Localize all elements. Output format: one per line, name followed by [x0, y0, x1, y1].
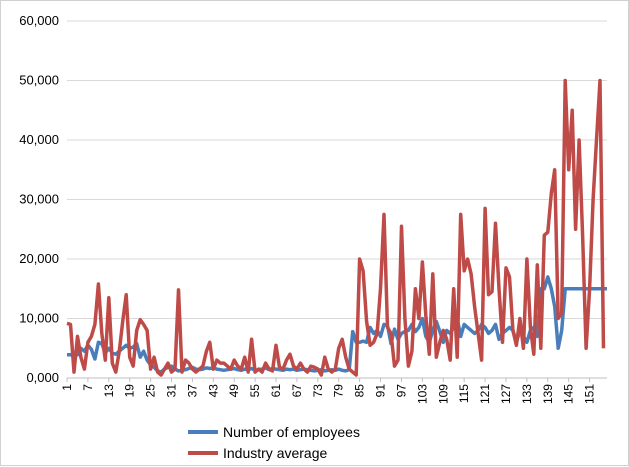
y-tick-label: 20,000	[19, 251, 59, 266]
y-axis-ticks: 0,000 10,000 20,000 30,000 40,000 50,000 60,00…	[19, 13, 59, 385]
x-tick-label: 85	[353, 384, 367, 398]
x-tick-label: 13	[102, 384, 116, 398]
x-tick-label: 97	[394, 384, 408, 398]
legend-label-industry-average: Industry average	[223, 445, 327, 461]
x-tick-label: 151	[583, 384, 597, 404]
x-tick-label: 109	[436, 384, 450, 404]
x-tick-label: 7	[81, 384, 95, 391]
x-tick-label: 61	[269, 384, 283, 398]
x-tick-label: 103	[415, 384, 429, 404]
y-tick-label: 30,000	[19, 192, 59, 207]
x-tick-label: 133	[520, 384, 534, 404]
y-tick-label: 60,000	[19, 13, 59, 28]
y-tick-label: 0,000	[26, 370, 59, 385]
x-tick-label: 139	[541, 384, 555, 404]
x-tick-label: 31	[165, 384, 179, 398]
y-tick-label: 50,000	[19, 73, 59, 88]
gridlines	[67, 20, 607, 319]
y-tick-label: 40,000	[19, 132, 59, 147]
x-axis-ticks: 1 7 13 19 25 31 37 43 49 55 61 67 73 79 85 91 97 103 109 11…	[60, 378, 597, 404]
x-tick-label: 91	[374, 384, 388, 398]
x-tick-label: 49	[227, 384, 241, 398]
x-tick-label: 19	[123, 384, 137, 398]
legend-label-employees: Number of employees	[223, 424, 360, 440]
x-tick-label: 1	[60, 384, 74, 391]
x-tick-label: 25	[144, 384, 158, 398]
x-tick-label: 55	[248, 384, 262, 398]
x-tick-label: 115	[457, 384, 471, 403]
x-tick-label: 37	[185, 384, 199, 398]
series-lines	[66, 78, 607, 377]
series-line-1	[66, 78, 606, 377]
x-tick-label: 79	[332, 384, 346, 398]
y-tick-label: 10,000	[19, 311, 59, 326]
x-tick-label: 67	[290, 384, 304, 398]
x-tick-label: 73	[311, 384, 325, 398]
x-tick-label: 121	[478, 384, 492, 404]
legend: Number of employees Industry average	[188, 424, 360, 461]
x-tick-label: 145	[562, 384, 576, 404]
x-tick-label: 127	[499, 384, 513, 404]
x-tick-label: 43	[206, 384, 220, 398]
